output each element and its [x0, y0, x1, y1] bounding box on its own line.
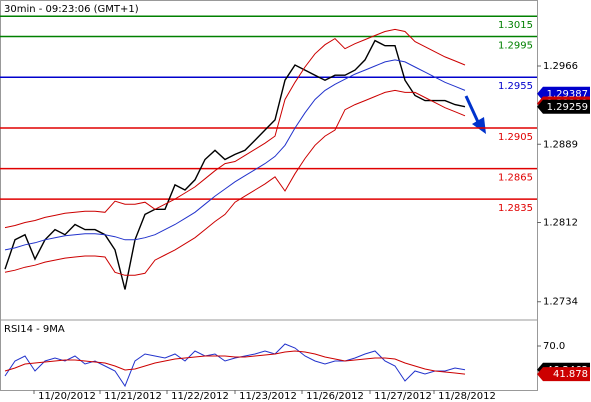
- series-line: [4, 89, 466, 276]
- price-label: 41.878: [537, 367, 590, 382]
- series-line: [4, 343, 466, 388]
- x-tick-label: 11/20/2012: [38, 391, 96, 402]
- x-tick-label: 11/22/2012: [171, 391, 229, 402]
- price-label-text: 1.29387: [547, 89, 588, 100]
- series-line: [4, 28, 466, 229]
- plot-frame: [0, 0, 538, 391]
- level-label: 1.2905: [498, 132, 533, 143]
- price-label: 1.29259: [537, 99, 590, 114]
- price-label-box: [537, 367, 590, 382]
- price-label-text: 41.878: [553, 369, 588, 380]
- series-line: [4, 39, 466, 290]
- x-tick-label: 11/23/2012: [239, 391, 297, 402]
- y-tick-label: 1.2734: [543, 297, 578, 308]
- y-tick-label: 70.0: [543, 341, 565, 352]
- price-label-box: [537, 99, 590, 114]
- level-label: 1.2835: [498, 203, 533, 214]
- y-tick-label: 1.2889: [543, 139, 578, 150]
- series-line: [4, 59, 466, 251]
- level-label: 1.2995: [498, 41, 533, 52]
- x-tick-label: 11/21/2012: [104, 391, 162, 402]
- series-line: [4, 350, 466, 375]
- rsi-title: RSI14 - 9MA: [4, 324, 65, 335]
- y-tick-label: 1.2966: [543, 61, 578, 72]
- x-tick-label: 11/27/2012: [374, 391, 432, 402]
- arrow: [464, 95, 480, 123]
- arrow-head: [472, 117, 486, 134]
- x-tick-label: 11/28/2012: [438, 391, 496, 402]
- level-label: 1.3015: [498, 20, 533, 31]
- x-tick-label: 11/26/2012: [306, 391, 364, 402]
- level-label: 1.2955: [498, 81, 533, 92]
- y-tick-label: 1.2812: [543, 217, 578, 228]
- price-label-text: 1.29259: [547, 102, 588, 113]
- level-label: 1.2865: [498, 173, 533, 184]
- chart-title: 30min - 09:23:06 (GMT+1): [4, 4, 139, 15]
